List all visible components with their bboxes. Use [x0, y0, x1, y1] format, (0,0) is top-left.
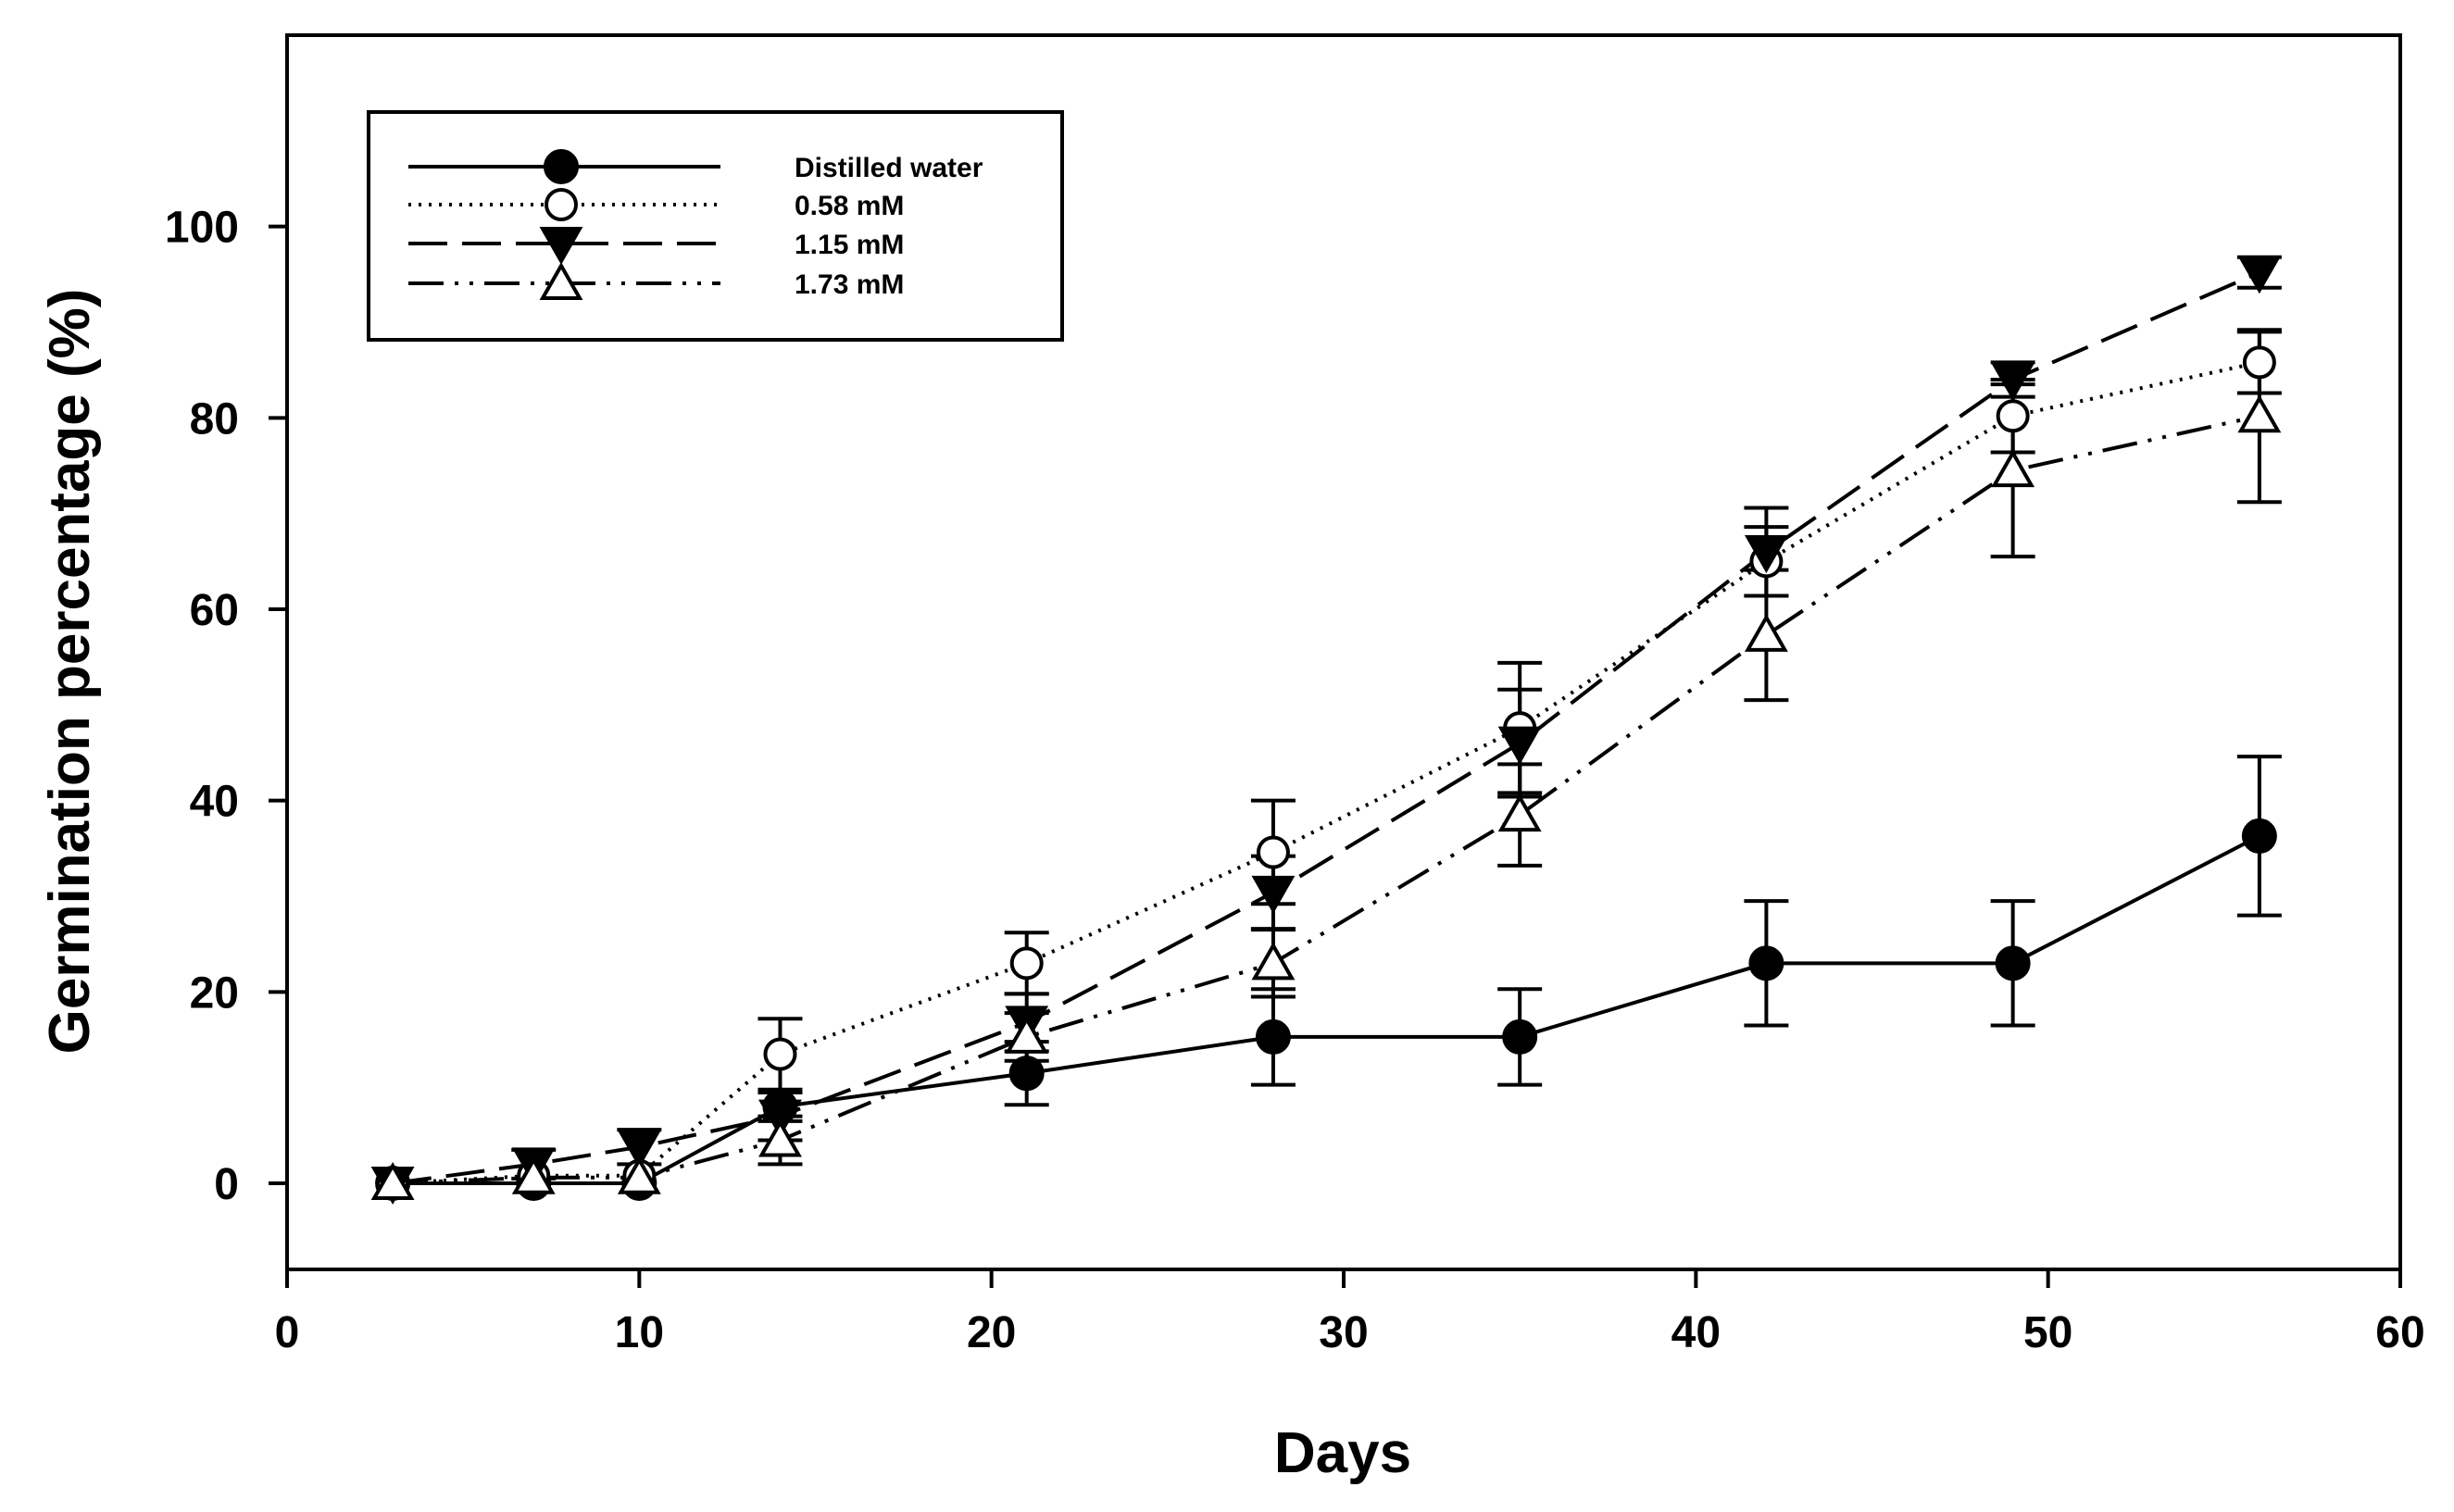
x-axis-ticks: 0 10 20 30 40 50 60: [275, 1269, 2425, 1357]
y-tick-label: 100: [165, 204, 239, 253]
data-point: [1255, 1018, 1291, 1055]
x-tick-label: 40: [1671, 1308, 1721, 1357]
x-tick-label: 10: [615, 1308, 664, 1357]
data-point: [2242, 345, 2276, 380]
y-tick-label: 20: [190, 968, 239, 1018]
data-point: [617, 1156, 661, 1194]
legend-marker: [544, 149, 579, 184]
y-tick-label: 0: [214, 1160, 239, 1209]
data-point: [617, 1130, 661, 1168]
series-line: [392, 360, 2260, 1185]
series-line: [393, 834, 2260, 1185]
y-tick-label: 40: [190, 778, 239, 827]
legend: Distilled water 0.58 mM 1.15 mM 1.73 mM: [367, 110, 1064, 342]
legend-label: 0.58 mM: [795, 191, 904, 221]
y-tick-label: 60: [190, 586, 239, 635]
data-point: [1748, 945, 1784, 981]
data-point: [2241, 818, 2277, 854]
data-point: [1009, 946, 1044, 981]
x-tick-label: 0: [275, 1308, 300, 1357]
legend-label: 1.73 mM: [795, 269, 904, 300]
data-point: [1991, 449, 2035, 488]
x-tick-label: 30: [1319, 1308, 1368, 1357]
x-tick-label: 20: [967, 1308, 1016, 1357]
legend-entries: Distilled water 0.58 mM 1.15 mM 1.73 mM: [408, 149, 983, 300]
series-lines: [392, 270, 2260, 1185]
data-point: [1251, 875, 1296, 914]
legend-frame: [367, 110, 1064, 342]
data-point: [763, 1037, 797, 1071]
data-point: [1008, 1056, 1045, 1092]
y-axis-title: Germination percentage (%): [38, 289, 102, 1055]
data-point: [1497, 726, 1542, 765]
legend-marker: [539, 261, 583, 300]
series-line: [393, 414, 2260, 1185]
data-point: [758, 1099, 802, 1138]
legend-marker: [539, 227, 583, 266]
data-point: [1502, 1018, 1538, 1055]
data-point: [1995, 945, 2031, 981]
data-point: [1991, 363, 2035, 402]
y-axis-ticks: 0 20 40 60 80 100: [165, 204, 287, 1209]
data-point: [1256, 835, 1290, 869]
legend-marker: [545, 188, 578, 221]
data-point: [1744, 535, 1788, 574]
data-point: [1251, 942, 1296, 981]
data-point: [370, 1161, 415, 1200]
x-tick-label: 60: [2375, 1308, 2424, 1357]
series-line: [392, 270, 2260, 1185]
data-point: [758, 1118, 802, 1157]
data-point: [2237, 256, 2282, 294]
data-point: [1497, 793, 1542, 832]
x-axis-title: Days: [1274, 1421, 1411, 1485]
y-tick-label: 80: [190, 394, 239, 444]
data-point: [1744, 613, 1788, 652]
data-point: [1996, 399, 2030, 433]
data-point: [1005, 1015, 1049, 1054]
data-markers: [370, 256, 2282, 1206]
legend-label: Distilled water: [795, 153, 983, 183]
data-point: [511, 1156, 556, 1194]
x-tick-label: 50: [2023, 1308, 2072, 1357]
data-point: [2237, 394, 2282, 433]
legend-label: 1.15 mM: [795, 230, 904, 260]
